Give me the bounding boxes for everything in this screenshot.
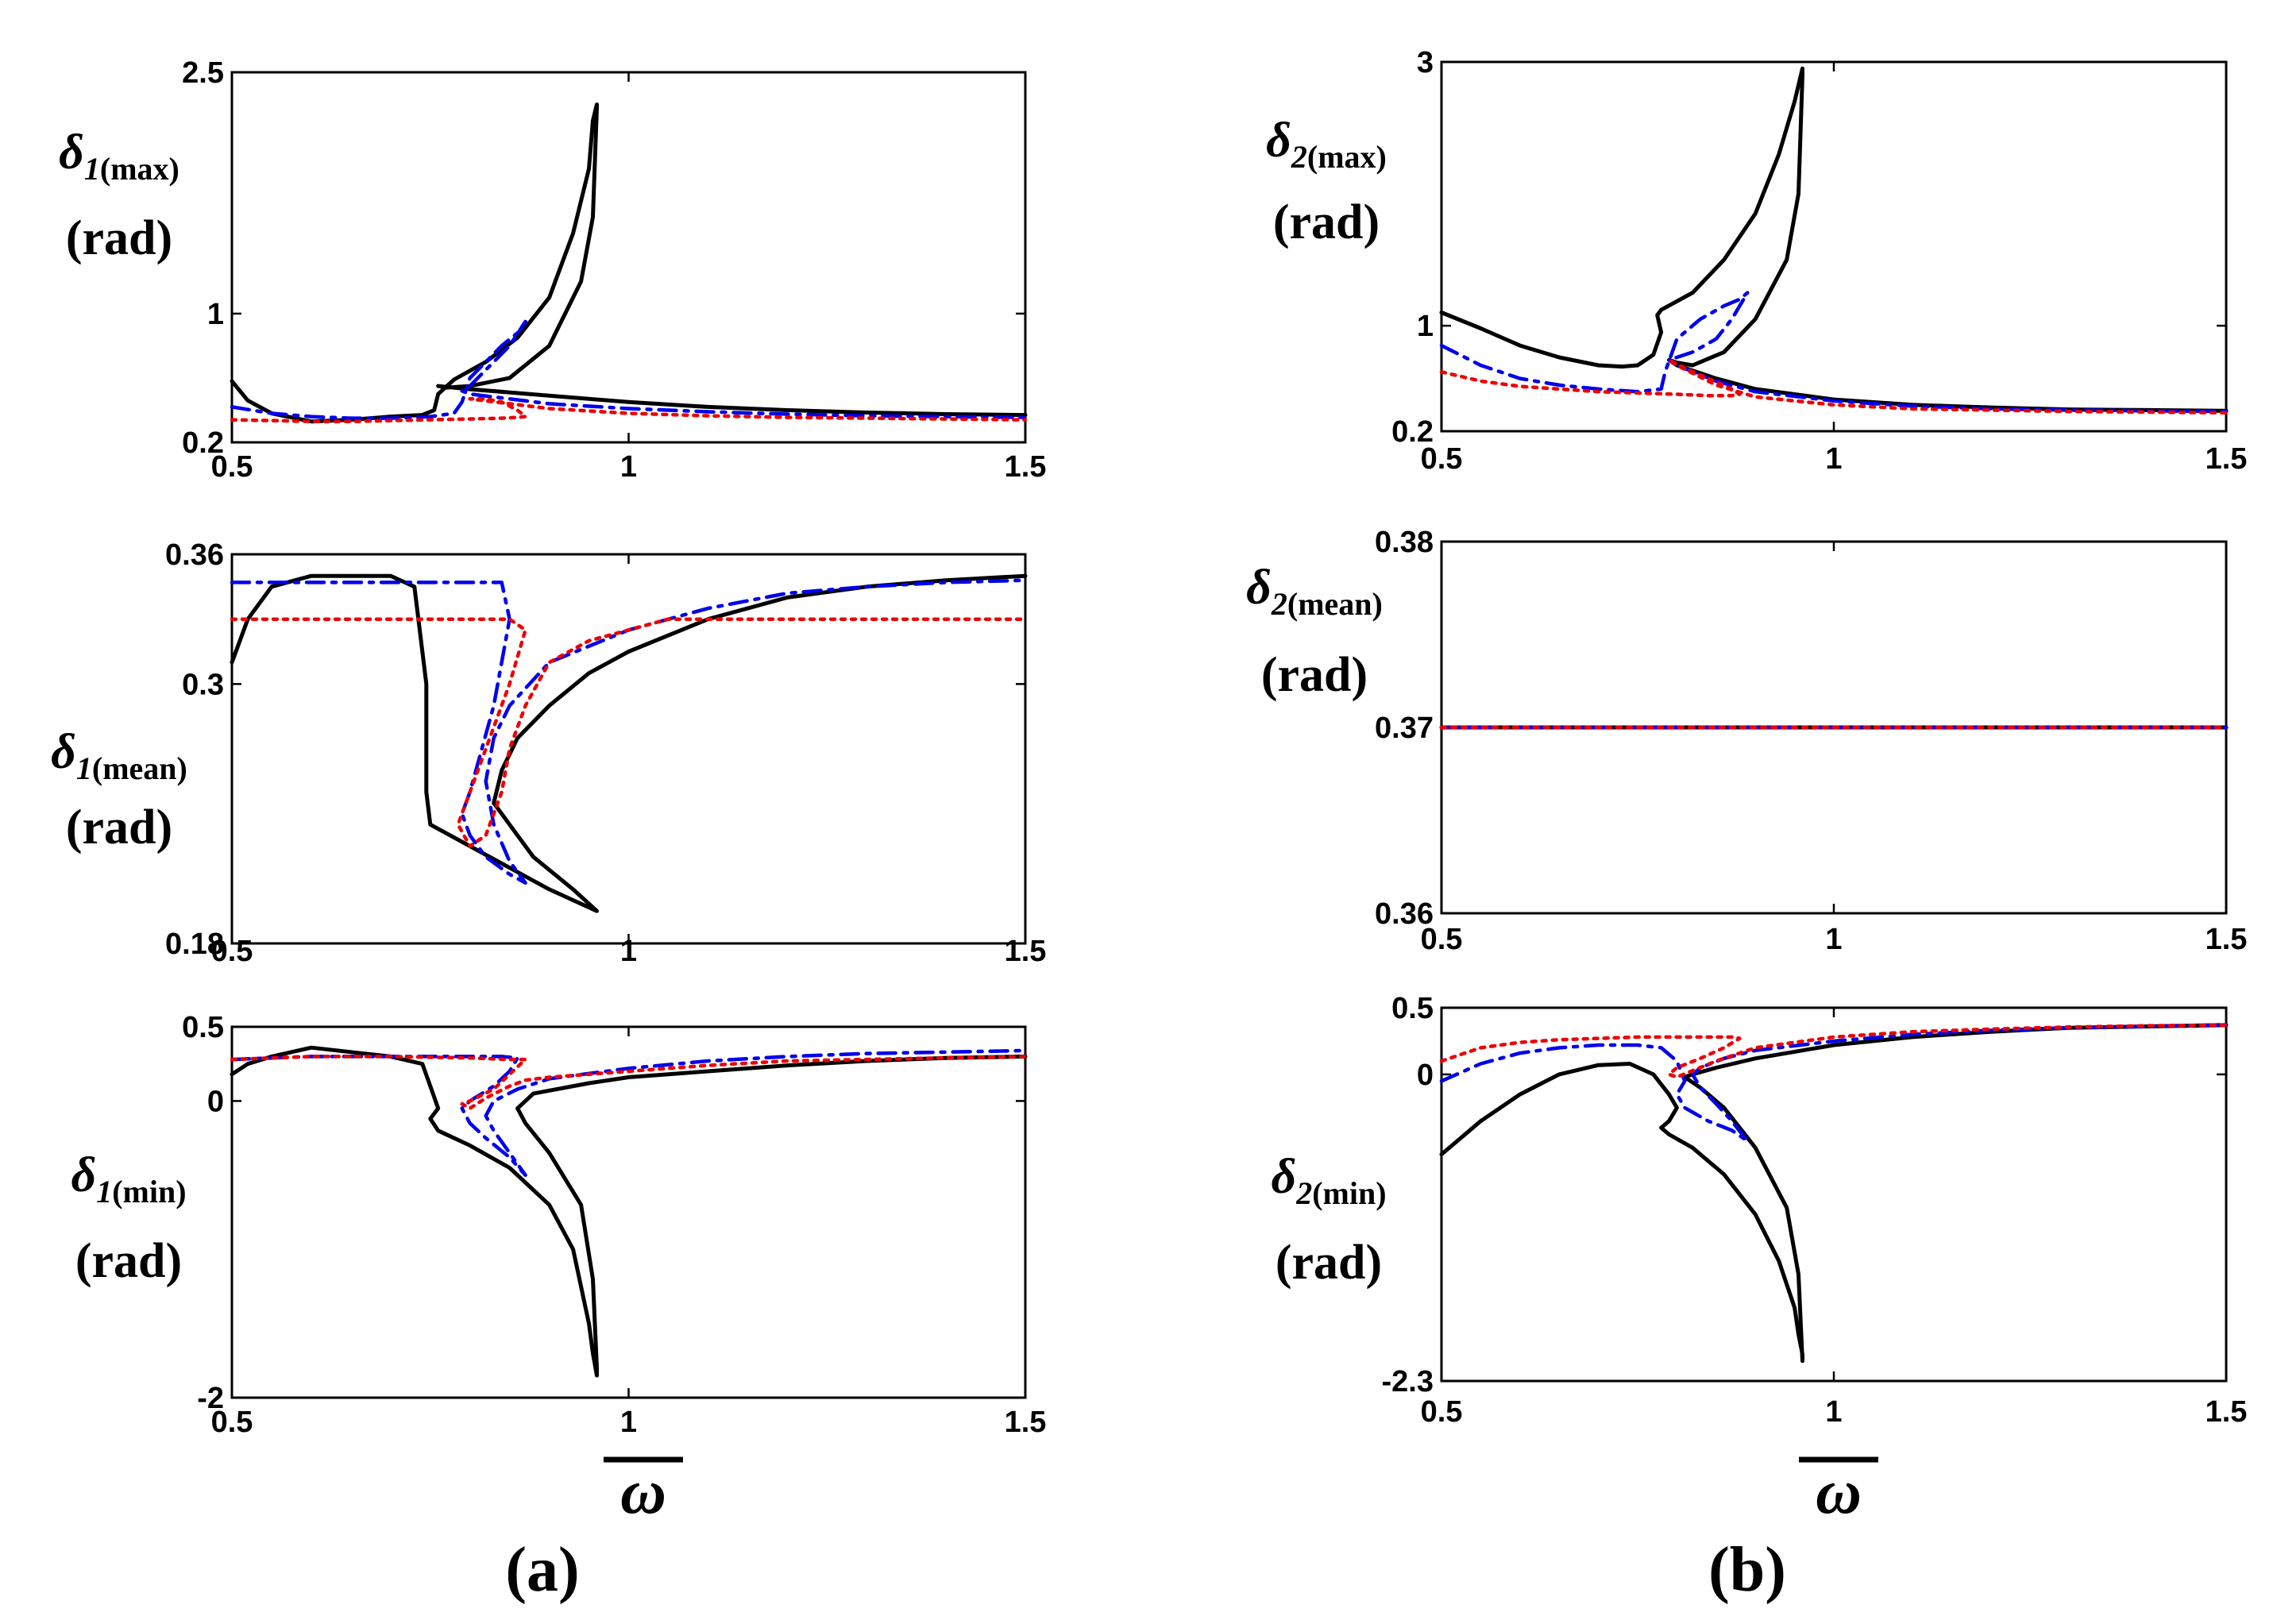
x-tick-label-b1-0: 0.5 (1421, 442, 1463, 476)
y-tick-label-a2-2: 0.36 (165, 538, 224, 572)
plot-frame-a1 (230, 71, 1027, 444)
y-axis-unit-b2: (rad) (1261, 648, 1368, 702)
chart-a2: 0.180.30.360.5 1 1.5δ1(mean)(rad) (51, 538, 1046, 968)
y-tick-label-a1-1: 1 (207, 298, 224, 331)
series-line-b3-0 (1439, 1023, 2229, 1364)
y-label-symbol-b1: δ (1266, 114, 1291, 168)
y-tick-label-b3-1: 0 (1417, 1059, 1434, 1092)
series-line-a1-0 (230, 102, 1028, 424)
series-line-b1-0 (1439, 66, 2229, 413)
chart-a3: -200.50.5 1 1.5δ1(min)(rad) (71, 1011, 1046, 1439)
y-tick-label-b3-0: -2.3 (1382, 1365, 1434, 1398)
y-label-index-b1: 2 (1291, 139, 1307, 175)
x-tick-label-a2-1: 1 (620, 935, 637, 968)
series-line-b3-1 (1439, 1023, 2229, 1144)
series-line-a3-1 (230, 1048, 1028, 1178)
series-line-a2-0 (230, 573, 1028, 913)
x-tick-label-a1-0: 0.5 (211, 450, 253, 484)
x-tick-label-a1-2: 1.5 (1005, 450, 1047, 484)
y-label-symbol-b2: δ (1246, 561, 1272, 615)
y-tick-label-a1-0: 0.2 (182, 426, 224, 460)
plot-frame-a2 (230, 553, 1027, 945)
y-tick-label-a2-1: 0.3 (182, 668, 224, 701)
y-tick-label-b1-1: 1 (1417, 310, 1434, 343)
x-tick-label-b1-2: 1.5 (2206, 442, 2248, 476)
x-tick-label-b2-2: 1.5 (2206, 923, 2248, 956)
y-tick-label-b1-0: 0.2 (1391, 415, 1434, 449)
chart-a1: 0.212.50.5 1 1.5δ1(max)(rad) (59, 56, 1046, 484)
series-line-b1-1 (1439, 291, 2229, 414)
x-tick-label-a1-1: 1 (620, 450, 637, 484)
y-label-index-a3: 1 (96, 1174, 112, 1209)
y-tick-label-b2-2: 0.38 (1375, 526, 1434, 559)
y-label-index-a2: 1 (76, 750, 92, 786)
y-axis-label-b2: δ2(mean) (1246, 561, 1383, 622)
y-tick-label-b2-0: 0.36 (1375, 897, 1434, 931)
x-tick-label-b3-0: 0.5 (1421, 1395, 1463, 1429)
y-axis-unit-a1: (rad) (66, 211, 172, 265)
x-tick-label-a2-2: 1.5 (1005, 935, 1047, 968)
x-axis-label-a: ω (620, 1457, 666, 1527)
plot-frame-a3 (230, 1025, 1027, 1399)
chart-layer: 0.212.50.5 1 1.5δ1(max)(rad)0.180.30.360.5… (51, 46, 2247, 1439)
y-label-symbol-a1: δ (59, 125, 84, 179)
y-label-qualifier-a2: (mean) (92, 750, 187, 786)
y-axis-unit-a2: (rad) (66, 800, 172, 854)
y-label-symbol-b3: δ (1271, 1150, 1296, 1204)
y-axis-label-a1: δ1(max) (59, 125, 179, 187)
y-label-index-a1: 1 (84, 151, 100, 187)
panel-label-a: (a) (505, 1535, 579, 1605)
y-label-qualifier-b2: (mean) (1287, 586, 1383, 622)
x-tick-label-a3-1: 1 (620, 1406, 637, 1439)
chart-b2: 0.36 0.37 0.38 0.5 1 1.5 δ2(mean) (rad) (1246, 526, 2247, 956)
y-tick-label-b2-1: 0.37 (1375, 712, 1434, 745)
chart-b1: 0.2 1 3 0.5 1 1.5 δ2(max) (rad) (1266, 46, 2247, 476)
y-tick-label-a1-2: 2.5 (182, 56, 224, 90)
y-label-symbol-a3: δ (71, 1148, 96, 1202)
x-tick-label-a3-2: 1.5 (1005, 1406, 1047, 1439)
x-tick-label-b3-1: 1 (1825, 1395, 1842, 1429)
x-tick-label-a3-0: 0.5 (211, 1406, 253, 1439)
series-line-b3-2 (1439, 1023, 2229, 1079)
chart-b3: -2.3 0 0.5 0.5 1 1.5 δ2(min) (rad) (1271, 992, 2247, 1429)
y-label-qualifier-a3: (min) (112, 1174, 186, 1209)
series-line-a1-2 (230, 397, 1028, 423)
y-axis-unit-a3: (rad) (75, 1234, 182, 1288)
y-tick-label-a3-0: -2 (197, 1382, 224, 1415)
y-axis-unit-b3: (rad) (1276, 1236, 1382, 1290)
y-label-qualifier-b1: (max) (1307, 139, 1387, 175)
plot-frame-b1 (1440, 60, 2228, 433)
y-label-index-b3: 2 (1295, 1175, 1312, 1211)
series-line-a3-2 (230, 1055, 1028, 1110)
y-tick-label-b3-2: 0.5 (1391, 992, 1434, 1025)
x-tick-label-b3-2: 1.5 (2206, 1395, 2248, 1429)
y-label-qualifier-b3: (min) (1312, 1175, 1386, 1211)
series-line-a2-2 (230, 617, 1028, 848)
y-tick-label-a2-0: 0.18 (165, 928, 224, 961)
y-axis-unit-b1: (rad) (1273, 195, 1380, 249)
x-tick-label-b2-0: 0.5 (1421, 923, 1463, 956)
y-axis-label-b3: δ2(min) (1271, 1150, 1386, 1211)
series-line-b1-2 (1439, 358, 2229, 415)
y-axis-label-a2: δ1(mean) (51, 725, 187, 786)
series-line-a1-1 (230, 319, 1028, 420)
y-tick-label-a3-2: 0.5 (182, 1011, 224, 1044)
y-tick-label-b1-2: 3 (1417, 46, 1434, 79)
y-label-qualifier-a1: (max) (100, 151, 179, 187)
panel-label-b: (b) (1708, 1535, 1786, 1605)
x-tick-label-b1-1: 1 (1825, 442, 1842, 476)
y-axis-label-a3: δ1(min) (71, 1148, 186, 1209)
y-label-symbol-a2: δ (51, 725, 76, 779)
y-axis-label-b1: δ2(max) (1266, 114, 1387, 175)
series-line-a2-1 (230, 578, 1028, 885)
x-tick-label-b2-1: 1 (1825, 923, 1842, 956)
y-tick-label-a3-1: 0 (207, 1085, 224, 1118)
series-line-a3-0 (230, 1045, 1028, 1378)
x-axis-label-b: ω (1816, 1457, 1862, 1527)
y-label-index-b2: 2 (1271, 586, 1287, 622)
plot-frame-b3 (1440, 1006, 2228, 1383)
x-tick-label-a2-0: 0.5 (211, 935, 253, 968)
